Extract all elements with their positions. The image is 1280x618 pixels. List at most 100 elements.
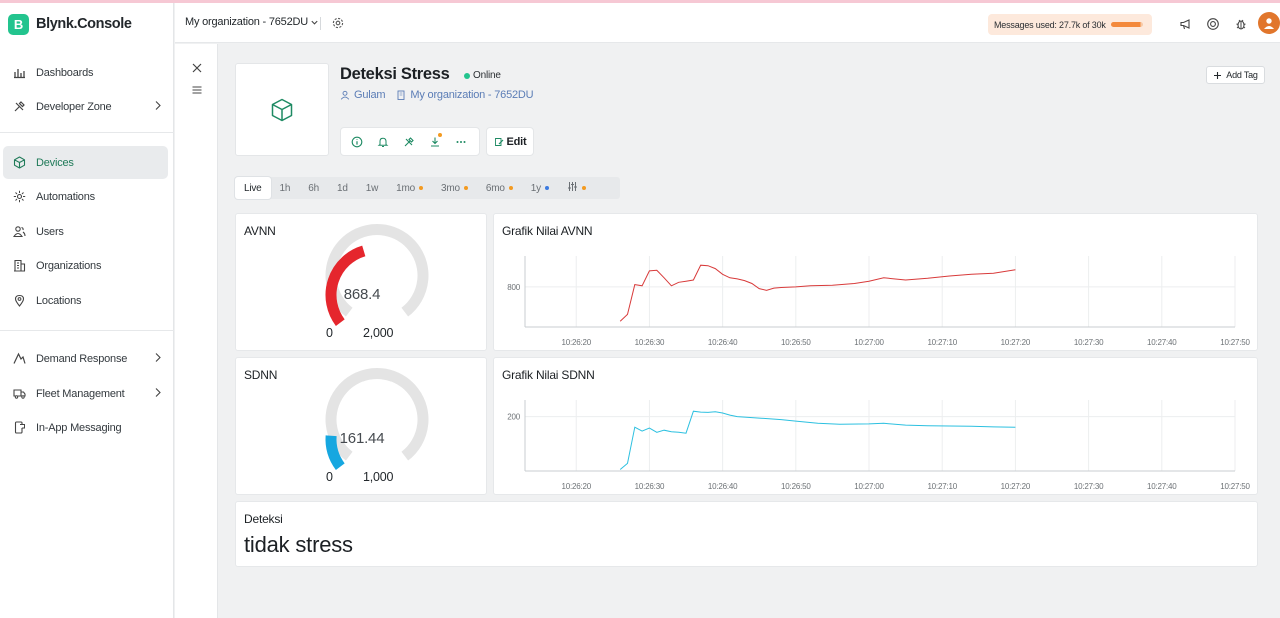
deteksi-title: Deteksi bbox=[244, 512, 283, 526]
chevron-right-icon bbox=[153, 352, 162, 366]
sidebar-item-label: Demand Response bbox=[36, 352, 128, 365]
premium-dot bbox=[581, 186, 586, 190]
menu-icon[interactable] bbox=[191, 84, 203, 96]
more-icon[interactable] bbox=[453, 133, 469, 151]
sidebar-item-fleet-management[interactable]: Fleet Management bbox=[3, 377, 168, 410]
sidebar-item-label: Locations bbox=[36, 294, 82, 307]
sdnn-gauge-widget[interactable]: SDNN 161.44 0 1,000 bbox=[235, 357, 487, 495]
sidebar-item-automations[interactable]: Automations bbox=[3, 180, 168, 213]
chevron-right-icon bbox=[153, 100, 162, 114]
sdnn-gauge bbox=[325, 368, 429, 470]
premium-dot bbox=[463, 186, 468, 190]
gauge-fill bbox=[325, 435, 345, 470]
time-range-selector: Live 1h 6h 1d 1w 1mo 3mo 6mo 1y bbox=[235, 177, 620, 199]
sliders-icon bbox=[567, 181, 578, 195]
series-line bbox=[619, 264, 1016, 322]
x-tick-label: 10:26:50 bbox=[781, 338, 811, 347]
info-icon[interactable] bbox=[349, 133, 365, 151]
notification-dot bbox=[438, 132, 442, 137]
header-divider bbox=[320, 17, 321, 30]
edit-button-label: Edit bbox=[506, 135, 527, 148]
device-status-label: Online bbox=[473, 70, 501, 81]
sidebar-item-users[interactable]: Users bbox=[3, 215, 168, 248]
sidebar-item-label: Developer Zone bbox=[36, 100, 112, 113]
sidebar: B Blynk.Console Dashboards Developer Zone… bbox=[0, 3, 174, 618]
time-range-1y[interactable]: 1y bbox=[522, 177, 558, 199]
sidebar-item-in-app-messaging[interactable]: In-App Messaging bbox=[3, 411, 168, 444]
download-icon[interactable] bbox=[427, 132, 443, 151]
avnn-gauge-widget[interactable]: AVNN 868.4 0 2,000 bbox=[235, 213, 487, 351]
online-status-dot bbox=[464, 72, 470, 79]
avnn-chart-title: Grafik Nilai AVNN bbox=[502, 224, 593, 238]
bell-icon[interactable] bbox=[375, 133, 391, 151]
sidebar-item-label: Users bbox=[36, 225, 64, 238]
building-icon bbox=[396, 90, 406, 100]
device-owner-link[interactable]: Gulam bbox=[354, 89, 386, 101]
tools-icon[interactable] bbox=[401, 133, 417, 151]
time-range-6h[interactable]: 6h bbox=[299, 177, 328, 199]
sidebar-item-label: Devices bbox=[36, 156, 74, 169]
sidebar-item-devices[interactable]: Devices bbox=[3, 146, 168, 179]
bar-chart-icon bbox=[13, 66, 26, 79]
time-range-6mo[interactable]: 6mo bbox=[477, 177, 522, 199]
time-range-label: 3mo bbox=[441, 182, 460, 194]
time-range-custom-button[interactable] bbox=[558, 177, 595, 199]
device-status: Online bbox=[464, 70, 501, 81]
x-tick-label: 10:27:10 bbox=[927, 338, 957, 347]
time-range-1mo[interactable]: 1mo bbox=[387, 177, 432, 199]
messages-used-badge[interactable]: Messages used: 27.7k of 30k bbox=[988, 14, 1152, 35]
x-tick-label: 10:26:50 bbox=[781, 482, 811, 491]
sdnn-chart-widget[interactable]: Grafik Nilai SDNN 10:26:20 10:26:30 10:26:… bbox=[493, 357, 1258, 495]
time-range-3mo[interactable]: 3mo bbox=[432, 177, 477, 199]
gear-icon[interactable] bbox=[331, 16, 345, 30]
time-range-1d[interactable]: 1d bbox=[328, 177, 357, 199]
megaphone-icon[interactable] bbox=[1178, 16, 1193, 31]
x-tick-label: 10:27:20 bbox=[1001, 338, 1031, 347]
app-name: Blynk.Console bbox=[36, 16, 132, 32]
bug-icon[interactable] bbox=[1233, 16, 1248, 31]
device-actions-toolbar bbox=[340, 127, 480, 156]
close-icon[interactable] bbox=[191, 62, 203, 74]
premium-dot bbox=[419, 186, 423, 190]
time-range-1h[interactable]: 1h bbox=[271, 177, 300, 199]
deteksi-label-widget[interactable]: Deteksi tidak stress bbox=[235, 501, 1258, 567]
time-range-Live[interactable]: Live bbox=[235, 177, 271, 199]
top-accent-stripe bbox=[0, 0, 1280, 3]
user-avatar[interactable] bbox=[1258, 12, 1280, 34]
chevron-down-icon bbox=[311, 20, 318, 25]
org-selector[interactable]: My organization - 7652DU bbox=[185, 16, 319, 28]
time-range-label: 1d bbox=[337, 182, 348, 194]
gauge-track bbox=[325, 368, 429, 461]
sidebar-item-label: Automations bbox=[36, 190, 95, 203]
x-tick-label: 10:26:20 bbox=[561, 482, 591, 491]
users-icon bbox=[13, 225, 26, 238]
sidebar-item-organizations[interactable]: Organizations bbox=[3, 249, 168, 282]
x-tick-label: 10:27:40 bbox=[1147, 482, 1177, 491]
device-thumbnail[interactable] bbox=[235, 63, 329, 156]
add-tag-button[interactable]: Add Tag bbox=[1206, 66, 1265, 84]
time-range-label: 6mo bbox=[485, 182, 505, 194]
device-org-link[interactable]: My organization - 7652DU bbox=[410, 89, 534, 101]
truck-icon bbox=[13, 387, 26, 400]
top-header: My organization - 7652DU Messages used: … bbox=[175, 3, 1280, 43]
y-tick-label: 200 bbox=[507, 413, 520, 422]
sdnn-line-chart: 10:26:20 10:26:30 10:26:40 10:26:50 10:27:00… bbox=[507, 400, 1251, 491]
chevron-right-icon bbox=[153, 387, 162, 401]
time-range-label: 1y bbox=[530, 182, 541, 194]
avnn-gauge bbox=[325, 224, 429, 326]
avnn-chart-widget[interactable]: Grafik Nilai AVNN 10:26:20 10:26:30 10:26:… bbox=[493, 213, 1258, 351]
time-range-label: 1w bbox=[365, 182, 379, 194]
sidebar-item-demand-response[interactable]: Demand Response bbox=[3, 342, 168, 375]
sidebar-item-developer-zone[interactable]: Developer Zone bbox=[3, 90, 168, 123]
cube-icon bbox=[13, 156, 26, 169]
edit-button[interactable]: Edit bbox=[486, 127, 534, 156]
add-tag-label: Add Tag bbox=[1226, 70, 1258, 80]
time-range-1w[interactable]: 1w bbox=[357, 177, 387, 199]
x-tick-label: 10:27:20 bbox=[1001, 482, 1031, 491]
sidebar-item-label: Organizations bbox=[36, 259, 102, 272]
sidebar-item-locations[interactable]: Locations bbox=[3, 284, 168, 317]
help-lifebuoy-icon[interactable] bbox=[1205, 16, 1220, 31]
sidebar-item-dashboards[interactable]: Dashboards bbox=[3, 56, 168, 89]
app-logo[interactable]: B Blynk.Console bbox=[8, 13, 132, 35]
gauge-fill bbox=[325, 245, 366, 326]
